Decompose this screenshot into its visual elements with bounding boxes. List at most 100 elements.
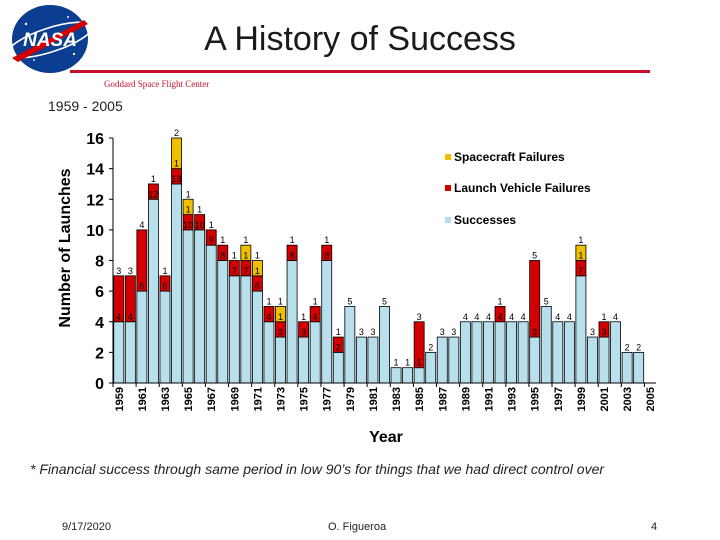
data-label-success: 2 bbox=[336, 342, 341, 352]
data-label-success: 3 bbox=[602, 327, 607, 337]
x-tick-label: 2003 bbox=[622, 387, 634, 411]
data-label-success: 6 bbox=[139, 281, 144, 291]
data-label-success: 3 bbox=[590, 327, 595, 337]
bar-success bbox=[332, 351, 344, 384]
data-label-success: 3 bbox=[278, 327, 283, 337]
bar-success bbox=[309, 321, 321, 384]
data-label-success: 2 bbox=[625, 342, 630, 352]
bar-success bbox=[159, 290, 171, 384]
bar-success bbox=[494, 321, 506, 384]
bar-success bbox=[194, 229, 206, 384]
bar-success bbox=[148, 198, 159, 384]
x-tick-label: 1989 bbox=[460, 387, 472, 411]
data-label-success: 6 bbox=[255, 281, 260, 291]
data-label-success: 4 bbox=[555, 312, 560, 322]
data-label-success: 4 bbox=[498, 312, 503, 322]
legend-swatch bbox=[445, 217, 451, 223]
x-axis-title: Year bbox=[369, 429, 403, 446]
data-label-launch-failure: 1 bbox=[197, 205, 202, 215]
bar-launch-failure bbox=[321, 244, 333, 261]
data-label-success: 4 bbox=[266, 312, 271, 322]
chart-bars bbox=[113, 137, 645, 384]
bar-success bbox=[321, 260, 333, 384]
data-label-success: 1 bbox=[405, 358, 410, 368]
data-label-success: 9 bbox=[209, 235, 214, 245]
x-tick-label: 1983 bbox=[391, 387, 403, 411]
x-tick-label: 1971 bbox=[252, 387, 264, 411]
data-label-launch-failure: 1 bbox=[243, 251, 248, 261]
bar-success bbox=[598, 336, 610, 384]
data-label-launch-failure: 5 bbox=[532, 251, 537, 261]
bar-launch-failure bbox=[228, 260, 240, 277]
center-name: Goddard Space Flight Center bbox=[104, 79, 210, 89]
bar-success bbox=[425, 351, 437, 384]
bar-spacecraft-failure bbox=[182, 198, 194, 215]
data-label-success: 4 bbox=[474, 312, 479, 322]
bar-success bbox=[610, 321, 621, 384]
data-label-success: 5 bbox=[544, 296, 549, 306]
data-label-launch-failure: 3 bbox=[128, 266, 133, 276]
x-tick-label: 1969 bbox=[229, 387, 241, 411]
bar-success bbox=[506, 321, 518, 384]
data-label-success: 3 bbox=[532, 327, 537, 337]
bar-success bbox=[298, 336, 310, 384]
data-label-success: 10 bbox=[183, 220, 193, 230]
data-label-launch-failure: 4 bbox=[139, 220, 144, 230]
data-label-success: 8 bbox=[290, 251, 295, 261]
x-tick-label: 2005 bbox=[645, 387, 657, 411]
bar-success bbox=[228, 275, 240, 384]
data-label-launch-failure: 1 bbox=[186, 205, 191, 215]
y-tick-label: 2 bbox=[95, 345, 104, 362]
data-label-success: 4 bbox=[567, 312, 572, 322]
data-label-success: 3 bbox=[440, 327, 445, 337]
data-label-success: 3 bbox=[301, 327, 306, 337]
bar-success bbox=[621, 351, 633, 384]
footnote: * Financial success through same period … bbox=[30, 461, 605, 477]
bar-launch-failure bbox=[205, 229, 217, 246]
x-tick-label: 1993 bbox=[507, 387, 519, 411]
y-tick-label: 6 bbox=[95, 284, 104, 301]
bar-launch-failure bbox=[413, 321, 425, 369]
data-label-success: 12 bbox=[148, 189, 158, 199]
nasa-logo: NASA bbox=[7, 5, 93, 73]
bar-launch-failure bbox=[124, 275, 136, 323]
y-tick-label: 0 bbox=[95, 376, 104, 393]
data-label-launch-failure: 1 bbox=[290, 235, 295, 245]
y-tick-label: 8 bbox=[95, 254, 104, 271]
footer-author: O. Figueroa bbox=[328, 521, 387, 533]
data-label-success: 2 bbox=[636, 342, 641, 352]
data-label-launch-failure: 1 bbox=[266, 296, 271, 306]
y-tick-label: 12 bbox=[86, 192, 104, 209]
footer-page-number: 4 bbox=[651, 521, 658, 533]
data-label-launch-failure: 1 bbox=[301, 312, 306, 322]
bar-spacecraft-failure bbox=[240, 244, 252, 261]
bar-success bbox=[552, 321, 564, 384]
data-label-success: 1 bbox=[417, 358, 422, 368]
bar-success bbox=[263, 321, 275, 384]
bar-success bbox=[344, 306, 356, 384]
bar-success bbox=[413, 367, 425, 384]
data-label-launch-failure: 3 bbox=[417, 312, 422, 322]
chart-legend: Spacecraft Failures Launch Vehicle Failur… bbox=[445, 150, 591, 227]
x-tick-label: 1981 bbox=[368, 387, 380, 411]
x-tick-label: 1995 bbox=[530, 387, 542, 411]
data-label-spacecraft-failure: 1 bbox=[186, 189, 191, 199]
data-label-launch-failure: 1 bbox=[578, 251, 583, 261]
data-label-spacecraft-failure: 1 bbox=[578, 235, 583, 245]
bar-launch-failure bbox=[136, 229, 148, 292]
bar-success bbox=[587, 336, 598, 384]
bar-spacecraft-failure bbox=[251, 260, 263, 277]
bar-success bbox=[367, 336, 379, 384]
bar-success bbox=[182, 229, 194, 384]
x-tick-label: 1977 bbox=[322, 387, 334, 411]
x-tick-label: 1973 bbox=[276, 387, 288, 411]
data-label-success: 7 bbox=[578, 266, 583, 276]
bar-launch-failure bbox=[263, 306, 275, 323]
page-title: A History of Success bbox=[204, 20, 516, 58]
bar-launch-failure bbox=[217, 244, 229, 261]
bar-success bbox=[171, 183, 182, 384]
data-label-launch-failure: 1 bbox=[313, 296, 318, 306]
date-range: 1959 - 2005 bbox=[48, 98, 123, 114]
data-label-success: 3 bbox=[370, 327, 375, 337]
data-label-launch-failure: 1 bbox=[336, 327, 341, 337]
